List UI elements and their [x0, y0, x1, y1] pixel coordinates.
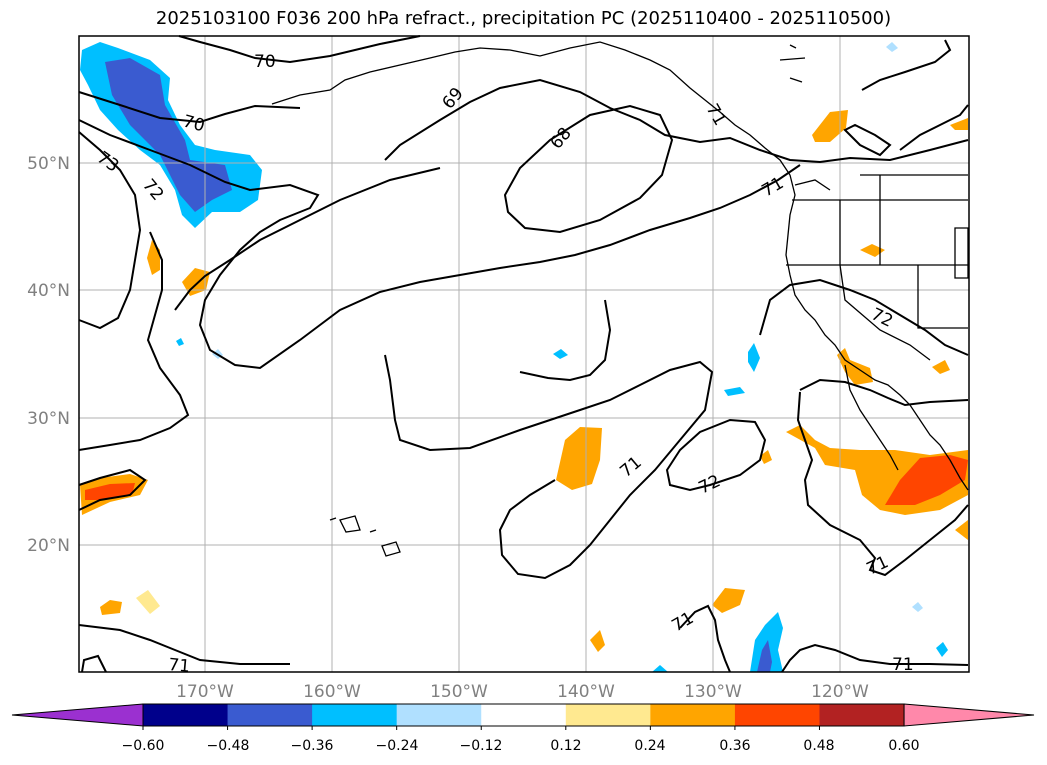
contour-line	[861, 39, 952, 91]
colorbar-tick-label: 0.36	[719, 738, 750, 754]
map-frame	[78, 35, 970, 673]
precip-negative-spot	[553, 349, 568, 359]
contour-line	[78, 131, 142, 330]
colorbar-extend-max	[903, 703, 1035, 727]
colorbar-tick-label: 0.12	[550, 738, 581, 754]
contour-line	[78, 231, 190, 451]
lat-label: 40°N	[27, 281, 70, 301]
lat-label: 30°N	[27, 409, 70, 429]
contour-line	[174, 167, 441, 311]
contour-line	[843, 123, 892, 157]
precip-positive-region	[955, 520, 968, 540]
lon-label: 150°W	[430, 682, 488, 702]
contour-line	[81, 654, 107, 673]
colorbar-segment	[312, 704, 398, 726]
precip-positive-region	[182, 268, 210, 296]
contour-line	[384, 78, 969, 164]
precip-positive-region	[590, 630, 605, 652]
colorbar-tick-label: −0.48	[207, 738, 250, 754]
colorbar-segment	[650, 704, 736, 726]
colorbar-tick-label: −0.60	[122, 738, 165, 754]
contour-line	[178, 35, 421, 64]
lon-label: 120°W	[811, 682, 869, 702]
colorbar-ticks: −0.60 −0.48 −0.36 −0.24 −0.12 0.12 0.24 …	[122, 738, 920, 754]
precip-negative-spot	[936, 642, 948, 657]
contour-line	[78, 468, 147, 511]
precip-positive-region	[136, 590, 160, 614]
precip-negative-spot	[750, 612, 783, 672]
colorbar-segment	[565, 704, 651, 726]
contour-line	[781, 643, 969, 673]
lat-lon-grid	[79, 36, 969, 672]
precip-negative-spot	[912, 602, 923, 612]
contour-label: 70	[254, 52, 276, 72]
contour-line	[519, 299, 612, 382]
contour-line	[799, 378, 969, 407]
precip-positive-region	[712, 588, 745, 613]
precip-positive-core	[885, 455, 968, 505]
contour-line	[759, 278, 969, 356]
contour-label: 71	[892, 655, 914, 675]
colorbar-tick-label: 0.60	[888, 738, 919, 754]
precip-positive-region	[932, 360, 950, 374]
precip-positive-region	[100, 600, 122, 615]
latitude-labels: 50°N 40°N 30°N 20°N	[27, 154, 70, 556]
map-title: 2025103100 F036 200 hPa refract., precip…	[155, 8, 892, 29]
precip-positive-region	[760, 450, 772, 464]
colorbar-segment	[819, 704, 905, 726]
precip-positive-region	[950, 118, 968, 130]
colorbar-tick-label: −0.12	[460, 738, 503, 754]
precip-negative-spot	[176, 338, 184, 346]
lat-label: 20°N	[27, 536, 70, 556]
precip-negative-core	[757, 640, 772, 672]
contour-line	[899, 104, 969, 151]
precip-positive-region	[860, 244, 885, 257]
colorbar-tick-label: 0.24	[634, 738, 665, 754]
precip-negative-core	[105, 58, 232, 212]
precip-positive-region	[812, 110, 848, 142]
lon-label: 140°W	[557, 682, 615, 702]
colorbar	[11, 703, 1035, 730]
contour-line	[78, 91, 301, 124]
precip-negative-spot	[724, 387, 745, 396]
colorbar-segment	[734, 704, 820, 726]
contour-line	[78, 119, 801, 370]
lon-label: 130°W	[684, 682, 742, 702]
colorbar-segment	[143, 704, 229, 726]
colorbar-frame	[142, 703, 905, 727]
lon-label: 170°W	[176, 682, 234, 702]
colorbar-tick-label: −0.24	[376, 738, 419, 754]
colorbar-tick-label: 0.48	[803, 738, 834, 754]
colorbar-tick-label: −0.36	[291, 738, 334, 754]
colorbar-segment	[481, 704, 567, 726]
contour-line	[503, 104, 674, 234]
lat-label: 50°N	[27, 154, 70, 174]
lon-label: 160°W	[303, 682, 361, 702]
colorbar-segment	[227, 704, 313, 726]
precip-negative-spot	[748, 343, 760, 372]
coastlines	[271, 41, 969, 557]
longitude-labels: 170°W 160°W 150°W 140°W 130°W 120°W	[176, 682, 869, 702]
colorbar-extend-min	[11, 703, 144, 727]
precip-negative-spot	[652, 665, 668, 672]
precip-positive-region	[556, 427, 602, 490]
contour-line	[384, 354, 714, 580]
precip-negative-spot	[886, 42, 898, 52]
contour-line	[679, 604, 731, 673]
contour-line	[665, 418, 767, 492]
colorbar-segment	[396, 704, 482, 726]
contour-line	[796, 391, 969, 577]
contour-label: 71	[168, 655, 191, 677]
contour-line	[78, 624, 290, 665]
refractivity-contours	[78, 35, 969, 673]
